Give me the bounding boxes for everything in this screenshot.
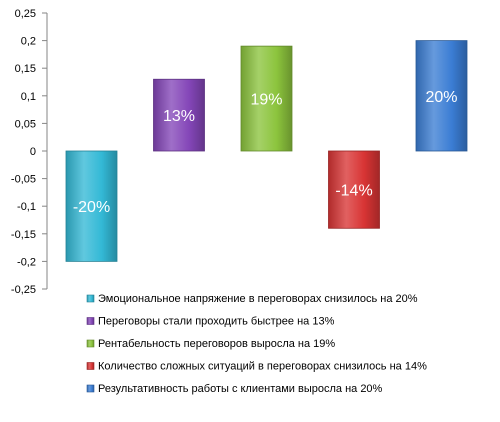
bar-data-label: -20% — [73, 199, 110, 216]
data-labels: -20% 13% 19% -14% 20% — [73, 89, 458, 216]
y-tick-label: 0 — [30, 146, 36, 158]
bar-data-label: 13% — [163, 108, 195, 125]
y-tick-label: 0,25 — [15, 8, 36, 20]
legend-label: Количество сложных ситуаций в переговора… — [98, 361, 427, 373]
legend-label: Результативность работы с клиентами выро… — [98, 383, 383, 395]
y-tick-label: 0,15 — [15, 63, 36, 75]
y-tick-label: 0,05 — [15, 118, 36, 130]
legend-swatch — [86, 384, 95, 393]
bar-data-label: -14% — [335, 183, 372, 200]
y-tick-label: 0,2 — [21, 36, 36, 48]
bar — [153, 78, 205, 152]
legend-swatch — [86, 294, 95, 303]
bars — [65, 40, 468, 262]
y-tick-label: -0,05 — [11, 174, 36, 186]
bar — [65, 150, 118, 262]
y-axis: 0,25 0,2 0,15 0,1 0,05 0 -0,05 -0,1 -0,15 -0,2 -0,… — [11, 8, 48, 296]
legend: Эмоциональное напряжение в переговорах с… — [86, 293, 427, 395]
legend-swatch — [86, 317, 95, 325]
legend-label: Эмоциональное напряжение в переговорах с… — [98, 293, 418, 305]
bar — [328, 150, 380, 229]
bar-data-label: 19% — [250, 92, 282, 109]
bar-data-label: 20% — [425, 89, 457, 106]
legend-label: Рентабельность переговоров выросла на 19… — [98, 338, 335, 350]
y-tick-label: -0,15 — [11, 229, 36, 241]
y-tick-label: -0,2 — [17, 256, 36, 268]
legend-label: Переговоры стали проходить быстрее на 13… — [98, 316, 335, 328]
y-tick-label: -0,25 — [11, 284, 36, 296]
legend-swatch — [86, 362, 95, 370]
legend-swatch — [86, 339, 95, 348]
bar — [415, 40, 468, 152]
y-tick-label: -0,1 — [17, 201, 36, 213]
y-tick-label: 0,1 — [21, 91, 36, 103]
bar — [240, 45, 293, 152]
